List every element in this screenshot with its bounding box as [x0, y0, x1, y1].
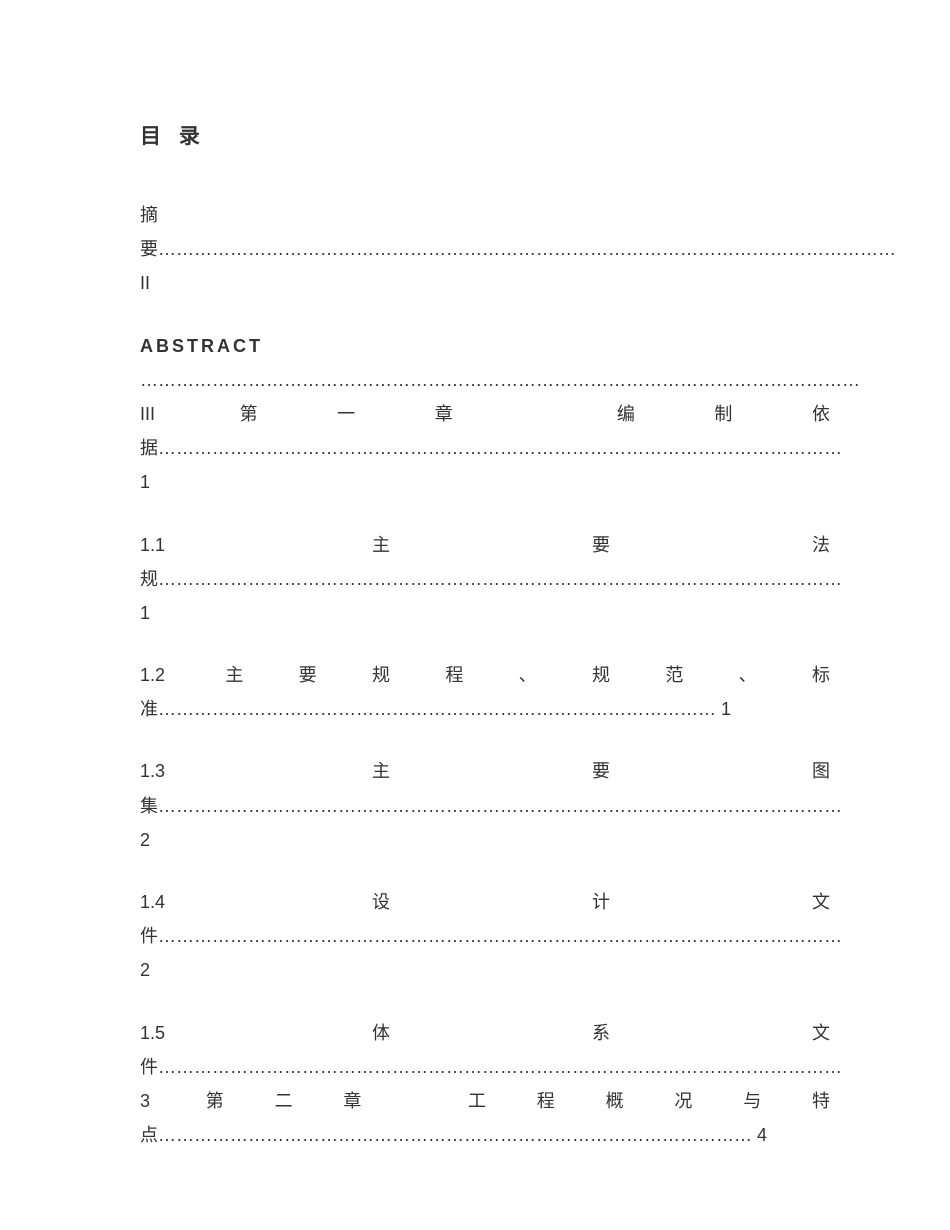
toc-entry: 摘要………………………………………………………………………………………………………	[140, 198, 830, 301]
toc-entry: 1.1 主要法规………………………………………………………………………………………	[140, 528, 830, 631]
toc-entry-text: ……………………………………………………………………………………………………………	[140, 370, 860, 493]
toc-entry: ABSTRACT ……………………………………………………………………………………	[140, 329, 830, 500]
abstract-label: ABSTRACT	[140, 336, 263, 356]
toc-entry: 1.5 体系文件………………………………………………………………………………………	[140, 1016, 830, 1153]
toc-entry: 1.4 设计文件………………………………………………………………………………………	[140, 885, 830, 988]
toc-entry: 1.3 主要图集………………………………………………………………………………………	[140, 754, 830, 857]
toc-entry: 1.2 主要规程、规范、标准………………………………………………………………………	[140, 658, 830, 726]
toc-title: 目 录	[140, 120, 830, 150]
